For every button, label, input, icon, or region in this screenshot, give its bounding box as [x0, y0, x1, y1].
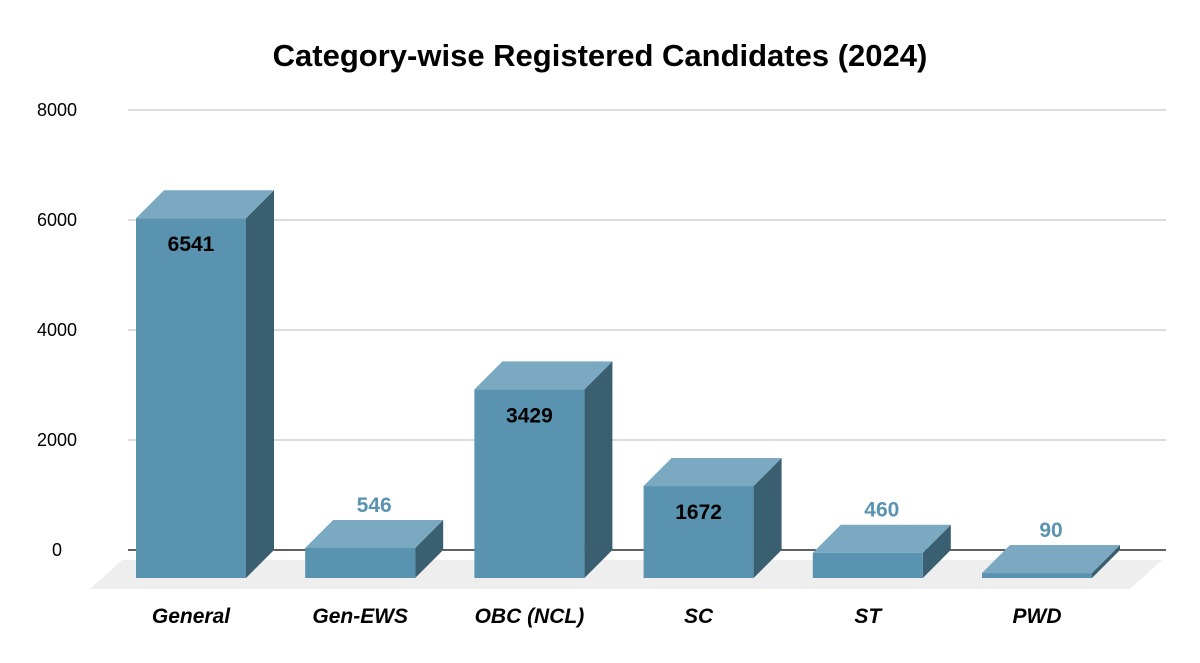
bar-side	[584, 361, 613, 578]
bar-top	[812, 524, 951, 553]
bar-side	[753, 458, 782, 578]
data-label: 1672	[675, 501, 722, 524]
bar-top	[982, 545, 1120, 574]
data-label: 460	[864, 499, 899, 522]
x-tick-label: General	[152, 605, 231, 628]
bar-st: 460 ST	[812, 499, 951, 628]
bar-front	[982, 573, 1092, 578]
y-tick-label: 2000	[37, 430, 77, 450]
x-tick-label: OBC (NCL)	[475, 605, 585, 628]
x-tick-label: SC	[684, 605, 714, 628]
x-tick-label: PWD	[1013, 605, 1062, 628]
y-tick-label: 6000	[37, 210, 77, 230]
y-tick-label: 8000	[37, 100, 77, 120]
bar-top	[643, 458, 782, 487]
y-tick-label: 4000	[37, 320, 77, 340]
x-tick-label: ST	[854, 605, 883, 628]
y-tick-label: 0	[52, 540, 62, 560]
chart-title: Category-wise Registered Candidates (202…	[273, 38, 928, 73]
bar-pwd: 90 PWD	[982, 519, 1120, 628]
bar-front	[305, 547, 416, 578]
data-label: 546	[357, 494, 392, 517]
bar-front	[812, 552, 923, 578]
bar-general: 6541 General	[136, 190, 274, 628]
bar-obc-ncl-: 3429 OBC (NCL)	[474, 361, 613, 628]
x-tick-label: Gen-EWS	[312, 605, 408, 628]
bar-side	[415, 519, 444, 578]
data-label: 90	[1039, 519, 1062, 542]
bar-front	[474, 389, 585, 578]
bar-side	[246, 190, 274, 578]
bar-side	[1092, 545, 1120, 578]
bar-side	[922, 524, 951, 578]
bar-top	[474, 361, 613, 390]
bar-gen-ews: 546 Gen-EWS	[305, 494, 444, 628]
bar-sc: 1672 SC	[643, 458, 782, 628]
data-label: 3429	[506, 404, 553, 427]
bar-front	[643, 486, 754, 578]
bar-front	[136, 218, 246, 578]
data-label: 6541	[168, 233, 215, 256]
bar-top	[136, 190, 274, 219]
bar-top	[305, 519, 444, 548]
